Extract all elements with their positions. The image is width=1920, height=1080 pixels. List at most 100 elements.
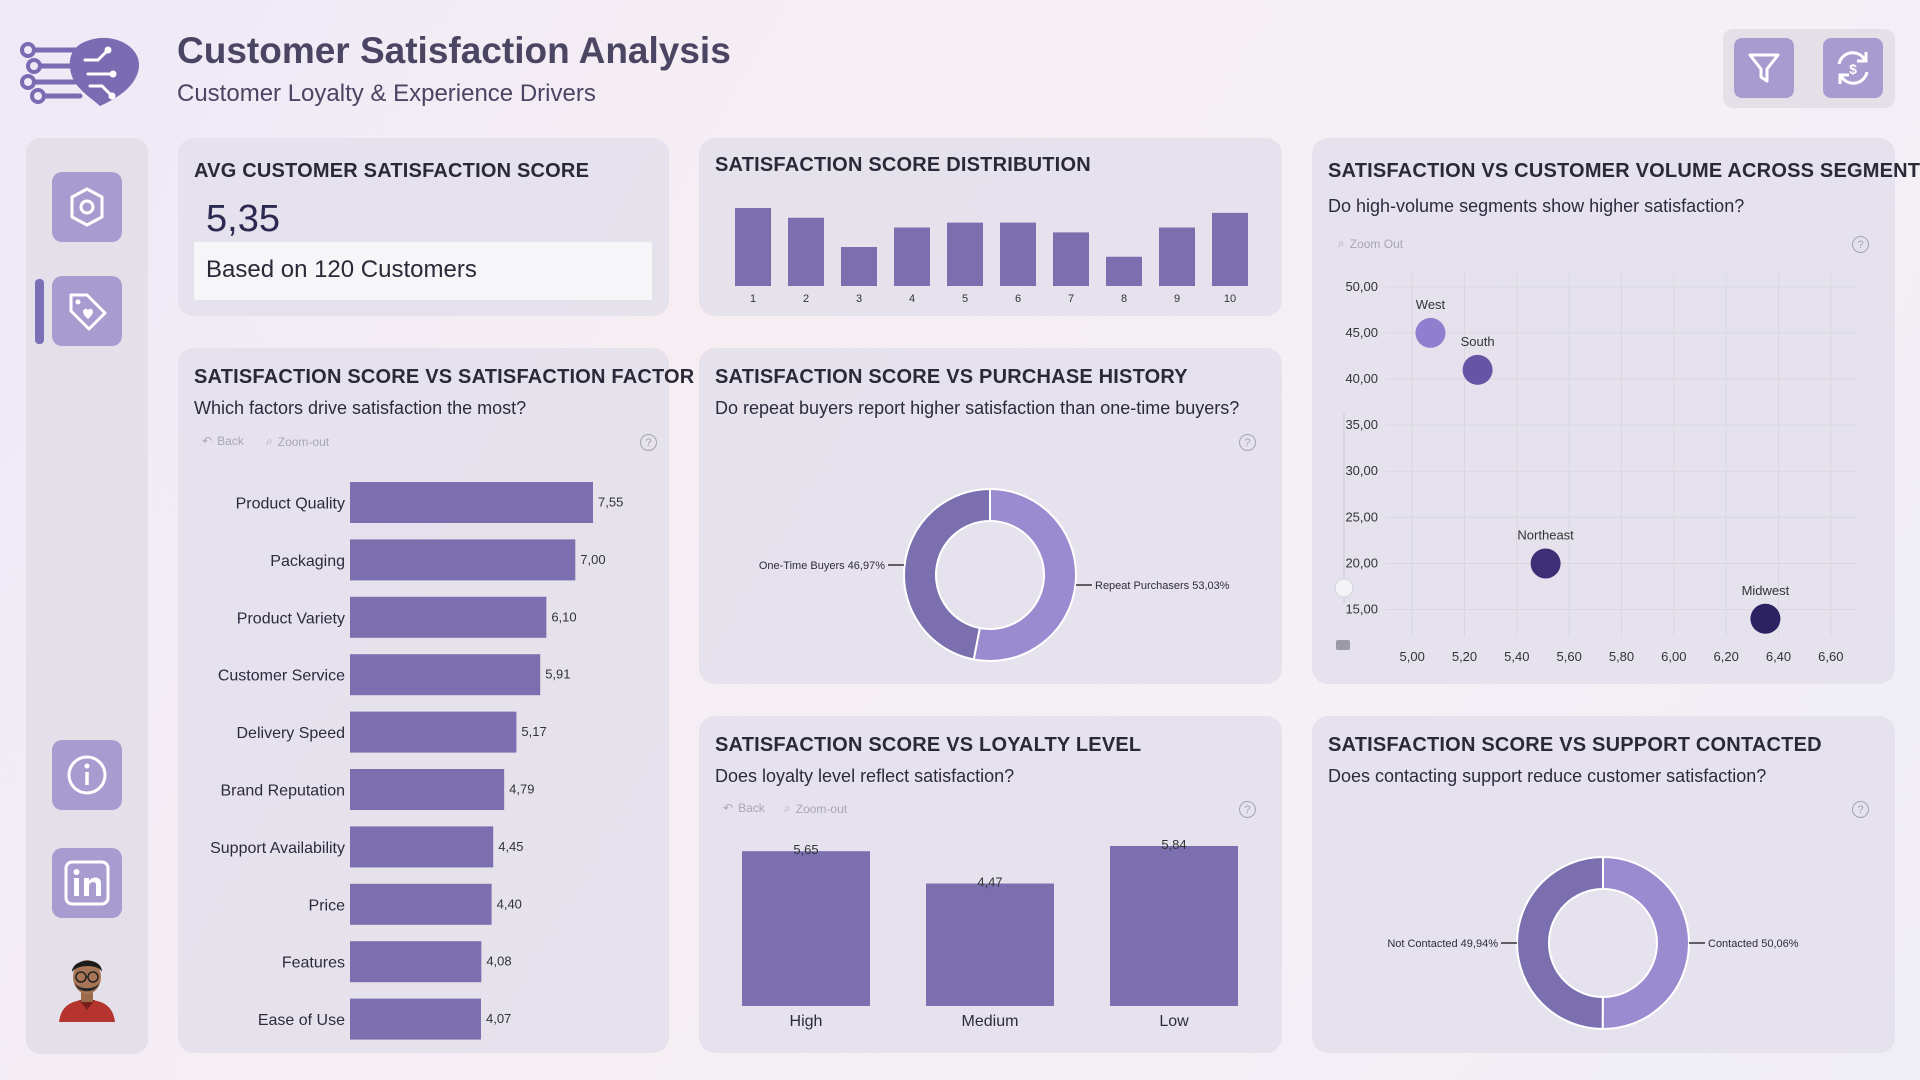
factor-data-label: 5,91 (545, 667, 570, 682)
segment-point (1462, 354, 1493, 385)
svg-text:$: $ (1849, 61, 1857, 77)
loyalty-card-title: SATISFACTION SCORE VS LOYALTY LEVEL (715, 734, 1142, 756)
loyalty-category-label: High (790, 1013, 823, 1030)
factor-data-label: 4,40 (497, 896, 522, 911)
segment-y-tick-label: 40,00 (1345, 371, 1378, 386)
factor-bar (350, 998, 481, 1040)
help-icon[interactable]: ? (1852, 236, 1869, 253)
factor-data-label: 4,79 (509, 782, 534, 797)
avg-card-title: AVG CUSTOMER SATISFACTION SCORE (194, 160, 590, 182)
zoom-out-button[interactable]: ⌕ Zoom-out (784, 801, 848, 816)
support-card-title: SATISFACTION SCORE VS SUPPORT CONTACTED (1328, 734, 1822, 756)
segment-point (1530, 548, 1561, 579)
distribution-bar (788, 217, 824, 286)
distribution-tick-label: 2 (803, 293, 809, 305)
segment-card: SATISFACTION VS CUSTOMER VOLUME ACROSS S… (1312, 138, 1920, 684)
loyalty-bar (742, 851, 870, 1006)
donut-slice (1601, 855, 1691, 1030)
factor-bar (350, 654, 541, 696)
factor-data-label: 4,45 (498, 839, 523, 854)
help-icon[interactable]: ? (1239, 801, 1256, 818)
factor-bar (350, 769, 505, 810)
segment-point-label: Northeast (1517, 527, 1574, 542)
loyalty-card: SATISFACTION SCORE VS LOYALTY LEVEL Does… (699, 716, 1282, 1053)
distribution-tick-label: 7 (1068, 293, 1074, 305)
distribution-bar (1159, 227, 1195, 286)
reset-button[interactable]: $ (1823, 38, 1883, 98)
zoom-out-button[interactable]: ⌕ Zoom Out (1338, 236, 1404, 251)
distribution-bar (947, 222, 983, 286)
factor-bar (350, 539, 576, 581)
distribution-tick-label: 10 (1224, 293, 1236, 305)
back-button[interactable]: ↶ Back (723, 801, 765, 815)
donut-data-label: One-Time Buyers 46,97% (759, 560, 885, 572)
zoom-slider-handle (1334, 578, 1354, 598)
sidebar-item-satisfaction[interactable] (52, 276, 122, 346)
factor-card-question: Which factors drive satisfaction the mos… (194, 398, 527, 418)
factor-category-label: Packaging (270, 553, 345, 570)
sidebar-item-info[interactable] (52, 740, 122, 810)
segment-y-tick-label: 50,00 (1345, 279, 1378, 294)
loyalty-data-label: 5,65 (793, 842, 818, 857)
factor-bar (350, 883, 492, 925)
purchase-card-question: Do repeat buyers report higher satisfact… (715, 398, 1240, 418)
back-button[interactable]: ↶ Back (202, 434, 244, 448)
filter-button[interactable] (1734, 38, 1794, 98)
factor-category-label: Features (282, 955, 345, 972)
distribution-tick-label: 8 (1121, 293, 1127, 305)
factor-category-label: Product Variety (237, 610, 345, 627)
back-arrow-icon: ↶ (202, 434, 213, 448)
donut-slice (972, 487, 1077, 662)
segment-card-title: SATISFACTION VS CUSTOMER VOLUME ACROSS S… (1328, 160, 1920, 182)
segment-scatter-chart: 5,00 5,20 5,40 5,60 5,80 6,00 6,20 6,40 6,60 50,0… (1334, 273, 1857, 664)
help-icon[interactable]: ? (640, 434, 657, 451)
settings-gear-icon (70, 187, 104, 227)
page-subtitle: Customer Loyalty & Experience Drivers (177, 80, 596, 107)
segment-x-tick-label: 6,20 (1714, 649, 1739, 664)
segment-y-tick-label: 20,00 (1345, 555, 1378, 570)
customer-count-note: Based on 120 Customers (194, 242, 652, 300)
loyalty-category-label: Medium (962, 1013, 1019, 1030)
factor-data-label: 6,10 (551, 609, 576, 624)
help-icon[interactable]: ? (1239, 434, 1256, 451)
zoom-out-button[interactable]: ⌕ Zoom-out (266, 434, 330, 449)
loyalty-category-label: Low (1159, 1013, 1189, 1030)
refresh-icon: $ (1837, 51, 1869, 85)
zoom-out-icon: ⌕ (266, 434, 273, 448)
factor-data-label: 7,00 (580, 552, 605, 567)
distribution-tick-label: 4 (909, 293, 915, 305)
donut-slice (1516, 855, 1604, 1031)
factor-data-label: 5,17 (521, 724, 546, 739)
factor-card: SATISFACTION SCORE VS SATISFACTION FACTO… (178, 348, 694, 1053)
zoom-out-icon: ⌕ (1338, 236, 1345, 250)
factor-category-label: Brand Reputation (220, 783, 345, 800)
factor-category-label: Customer Service (218, 668, 345, 685)
support-card: SATISFACTION SCORE VS SUPPORT CONTACTED … (1312, 716, 1895, 1053)
help-icon[interactable]: ? (1852, 801, 1869, 818)
sidebar-item-overview[interactable] (52, 172, 122, 242)
top-toolbar: $ (1723, 29, 1895, 108)
distribution-card: SATISFACTION SCORE DISTRIBUTION 1 2 3 4 5 6 7 8… (699, 138, 1282, 316)
distribution-bar (841, 247, 877, 286)
factor-chart: Product Quality 7,55 Packaging 7,00 Product … (210, 482, 623, 1040)
sidebar (26, 138, 148, 1054)
factor-category-label: Product Quality (236, 496, 345, 513)
sidebar-item-linkedin[interactable] (52, 848, 122, 918)
loyalty-card-question: Does loyalty level reflect satisfaction? (715, 766, 1015, 786)
segment-y-tick-label: 45,00 (1345, 325, 1378, 340)
segment-point (1415, 317, 1446, 348)
distribution-tick-label: 1 (750, 293, 756, 305)
info-icon (67, 755, 107, 795)
distribution-bar (1212, 212, 1248, 286)
segment-card-question: Do high-volume segments show higher sati… (1328, 196, 1745, 216)
back-arrow-icon: ↶ (723, 801, 734, 815)
factor-bar (350, 826, 494, 868)
distribution-tick-label: 3 (856, 293, 862, 305)
segment-x-tick-label: 5,80 (1609, 649, 1634, 664)
distribution-tick-label: 5 (962, 293, 968, 305)
donut-data-label: Contacted 50,06% (1708, 938, 1799, 950)
avatar[interactable] (57, 950, 117, 1022)
loyalty-data-label: 4,47 (977, 875, 1002, 890)
distribution-bar (1106, 256, 1142, 286)
zoom-out-icon: ⌕ (784, 801, 791, 815)
